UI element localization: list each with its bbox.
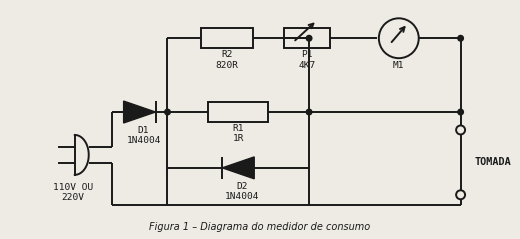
Text: P1
4K7: P1 4K7 (298, 50, 316, 70)
Polygon shape (124, 101, 155, 123)
Circle shape (458, 109, 463, 115)
Text: D1
1N4004: D1 1N4004 (126, 126, 161, 145)
Bar (201, 28, 253, 48)
Circle shape (458, 35, 463, 41)
Circle shape (165, 109, 170, 115)
Polygon shape (223, 157, 254, 179)
Text: D2
1N4004: D2 1N4004 (225, 182, 259, 201)
Circle shape (306, 35, 312, 41)
Circle shape (456, 190, 465, 199)
Bar (284, 28, 330, 48)
Text: M1: M1 (393, 61, 405, 70)
Circle shape (306, 109, 312, 115)
Bar (209, 102, 268, 122)
Circle shape (456, 125, 465, 135)
Text: 110V OU
220V: 110V OU 220V (53, 183, 93, 202)
Text: R2
820R: R2 820R (216, 50, 239, 70)
Text: R1
1R: R1 1R (232, 124, 244, 143)
Text: Figura 1 – Diagrama do medidor de consumo: Figura 1 – Diagrama do medidor de consum… (149, 222, 370, 232)
Text: TOMADA: TOMADA (475, 157, 511, 167)
